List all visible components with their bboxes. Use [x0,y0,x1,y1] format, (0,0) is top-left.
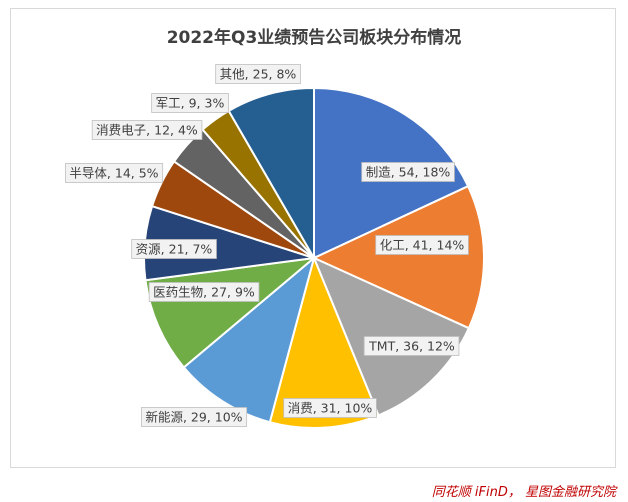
data-label: 其他, 25, 8% [215,64,301,84]
data-label: 制造, 54, 18% [361,162,455,182]
pie-slice [311,184,485,330]
svg-text:资源, 21, 7%: 资源, 21, 7% [136,242,213,257]
pie-slice [182,255,316,424]
data-label: 医药生物, 27, 9% [148,282,260,302]
svg-text:TMT, 36, 12%: TMT, 36, 12% [368,339,455,354]
data-label: 消费电子, 12, 4% [91,120,203,140]
data-label: 新能源, 29, 10% [141,407,248,427]
data-label: 化工, 41, 14% [375,235,469,255]
chart-title: 2022年Q3业绩预告公司板块分布情况 [166,28,462,48]
svg-text:消费, 31, 10%: 消费, 31, 10% [288,401,373,416]
svg-text:半导体, 14, 5%: 半导体, 14, 5% [69,166,158,181]
svg-text:军工, 9, 3%: 军工, 9, 3% [156,96,225,111]
svg-text:医药生物, 27, 9%: 医药生物, 27, 9% [153,285,255,300]
svg-text:消费电子, 12, 4%: 消费电子, 12, 4% [96,123,198,138]
svg-text:制造, 54, 18%: 制造, 54, 18% [366,165,451,180]
svg-text:化工, 41, 14%: 化工, 41, 14% [380,238,465,253]
data-label: TMT, 36, 12% [363,336,460,356]
data-label: 半导体, 14, 5% [65,163,164,183]
source-note: 同花顺 iFinD， 星图金融研究院 [431,485,616,500]
pie-slice [227,86,315,262]
svg-text:其他, 25, 8%: 其他, 25, 8% [220,67,297,82]
data-label: 消费, 31, 10% [283,398,377,418]
data-label: 军工, 9, 3% [151,93,229,113]
svg-text:新能源, 29, 10%: 新能源, 29, 10% [145,410,242,425]
data-label: 资源, 21, 7% [131,239,217,259]
